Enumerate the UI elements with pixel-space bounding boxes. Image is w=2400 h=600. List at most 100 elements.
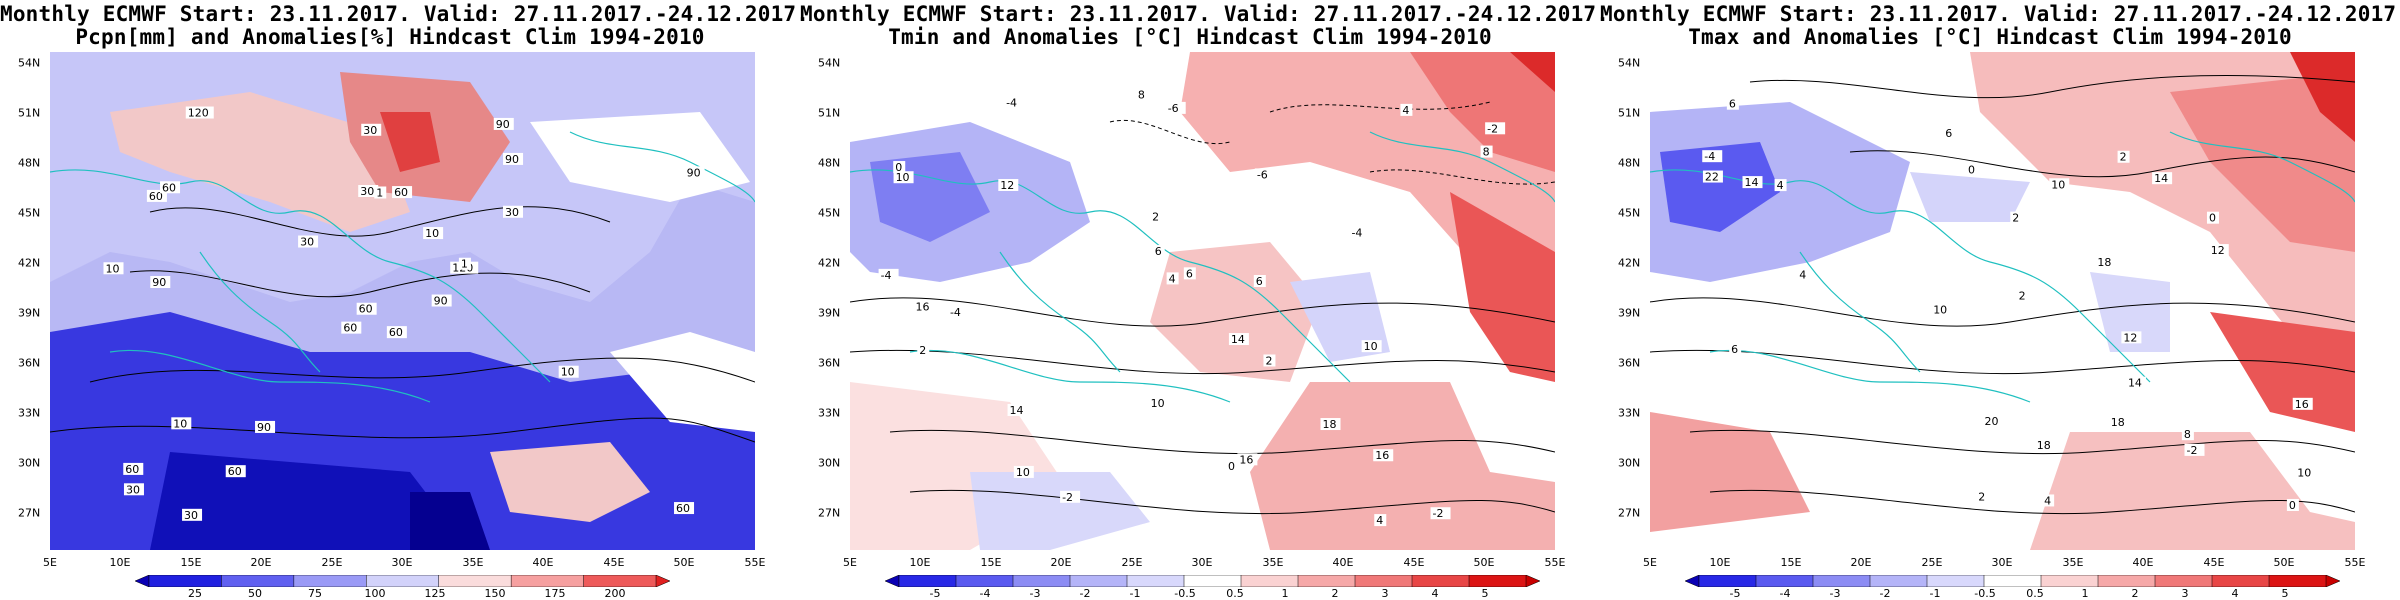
contour-label-bg	[998, 178, 1019, 191]
lon-label: 35E	[1262, 556, 1284, 569]
colorbar-label: 3	[1381, 587, 1389, 600]
contour-label: 2	[2012, 212, 2019, 225]
lon-label: 45E	[603, 556, 625, 569]
contour-label: -4	[1351, 226, 1362, 239]
contour-label: 10	[425, 227, 439, 240]
contour-label: 10	[561, 366, 575, 379]
lat-label: 27N	[1618, 506, 1641, 520]
contour-label: 16	[1375, 449, 1389, 462]
lat-label: 33N	[818, 406, 841, 420]
lat-label: 36N	[818, 356, 841, 370]
colorbar-label: -3	[1029, 587, 1041, 600]
colorbar-swatch	[885, 575, 900, 587]
lon-label: 40E	[2132, 556, 2154, 569]
contour-label-bg	[1702, 150, 1723, 163]
lon-label: 40E	[1332, 556, 1354, 569]
lat-label: 42N	[818, 256, 841, 270]
lat-label: 45N	[1618, 206, 1641, 220]
colorbar	[1685, 575, 2340, 587]
contour-label: -4	[1704, 150, 1715, 163]
contour-label-bg	[1485, 122, 1506, 135]
map-plot: 2-2-402042468101214101416181814222018101…	[1650, 52, 2355, 550]
colorbar-swatch	[1755, 575, 1814, 587]
colorbar-swatch	[1297, 575, 1356, 587]
contour-label: 90	[687, 166, 701, 179]
contour-label-bg	[1135, 88, 1148, 101]
colorbar-label: 125	[424, 587, 446, 600]
contour-label: -2	[1487, 122, 1498, 135]
contour-label-bg	[103, 262, 124, 275]
contour-label: 2	[1152, 211, 1159, 224]
contour-label-bg	[458, 257, 471, 270]
contour-label: 16	[2295, 398, 2309, 411]
colorbar-label: -5	[1729, 587, 1741, 600]
colorbar-swatch	[2097, 575, 2156, 587]
colorbar-label: 2	[2131, 587, 2139, 600]
contour-label: 4	[1402, 104, 1409, 117]
colorbar-label: 4	[1431, 587, 1439, 600]
colorbar-swatch	[898, 575, 957, 587]
contour-label-bg	[2152, 172, 2173, 185]
contour-label: 4	[1799, 268, 1806, 281]
colorbar-label: -3	[1829, 587, 1841, 600]
contour-label: 1	[376, 186, 383, 199]
colorbar-label: -0.5	[1974, 587, 1996, 600]
contour-label: 0	[1968, 164, 1975, 177]
contour-label-bg	[917, 343, 930, 356]
contour-label: -4	[1006, 96, 1017, 109]
contour-label-bg	[171, 417, 192, 430]
contour-label-bg	[1349, 226, 1370, 239]
contour-label-bg	[358, 185, 379, 198]
contour-label: 90	[505, 153, 519, 166]
colorbar-swatch	[148, 575, 223, 587]
tmin-panel: Monthly ECMWF Start: 23.11.2017. Valid: …	[800, 0, 1609, 600]
colorbar-swatch	[655, 575, 670, 587]
lat-label: 48N	[818, 156, 841, 170]
contour-label: 30	[360, 185, 374, 198]
contour-label: 10	[2051, 178, 2065, 191]
contour-label-bg	[893, 171, 914, 184]
colorbar-label: 50	[248, 587, 262, 600]
contour-label: 10	[105, 262, 119, 275]
colorbar-swatch	[1126, 575, 1185, 587]
lon-label: 50E	[2273, 556, 2295, 569]
contour-label-bg	[1183, 267, 1196, 280]
contour-label: 60	[343, 322, 357, 335]
colorbar-label: 75	[308, 587, 322, 600]
contour-label: 18	[2097, 256, 2111, 269]
contour-label: 8	[1138, 89, 1145, 102]
colorbar-swatch	[1812, 575, 1871, 587]
contour-label-bg	[1226, 460, 1239, 473]
contour-label: 2	[1265, 354, 1272, 367]
colorbar	[135, 575, 670, 587]
contour-label-bg	[1943, 126, 1956, 139]
lat-label: 33N	[18, 406, 41, 420]
contour-label-bg	[2295, 466, 2316, 479]
colorbar-swatch	[1354, 575, 1413, 587]
colorbar-label: -5	[929, 587, 941, 600]
contour-label: 60	[676, 502, 690, 515]
contour-label-bg	[225, 465, 246, 478]
contour-label: 6	[1186, 267, 1193, 280]
contour-label-bg	[392, 186, 413, 199]
contour-label-bg	[1480, 145, 1493, 158]
contour-label: 20	[1984, 415, 1998, 428]
contour-label-bg	[431, 294, 452, 307]
contour-label: 60	[389, 326, 403, 339]
contour-label-bg	[1931, 303, 1952, 316]
panel-title-line2: Tmin and Anomalies [°C] Hindcast Clim 19…	[888, 25, 1492, 49]
lat-label: 39N	[818, 306, 841, 320]
colorbar-label: 2	[1331, 587, 1339, 600]
contour-label: 12	[1000, 179, 1014, 192]
contour-label-bg	[1253, 275, 1266, 288]
lon-label: 5E	[43, 556, 57, 569]
lon-label: 15E	[980, 556, 1002, 569]
contour-label-bg	[2117, 150, 2130, 163]
contour-label: -4	[950, 306, 961, 319]
colorbar-swatch	[955, 575, 1014, 587]
colorbar-label: 200	[604, 587, 626, 600]
lat-label: 45N	[818, 206, 841, 220]
lat-label: 51N	[1618, 106, 1641, 120]
contour-label: 22	[1705, 171, 1719, 184]
contour-label-bg	[1237, 453, 1258, 466]
